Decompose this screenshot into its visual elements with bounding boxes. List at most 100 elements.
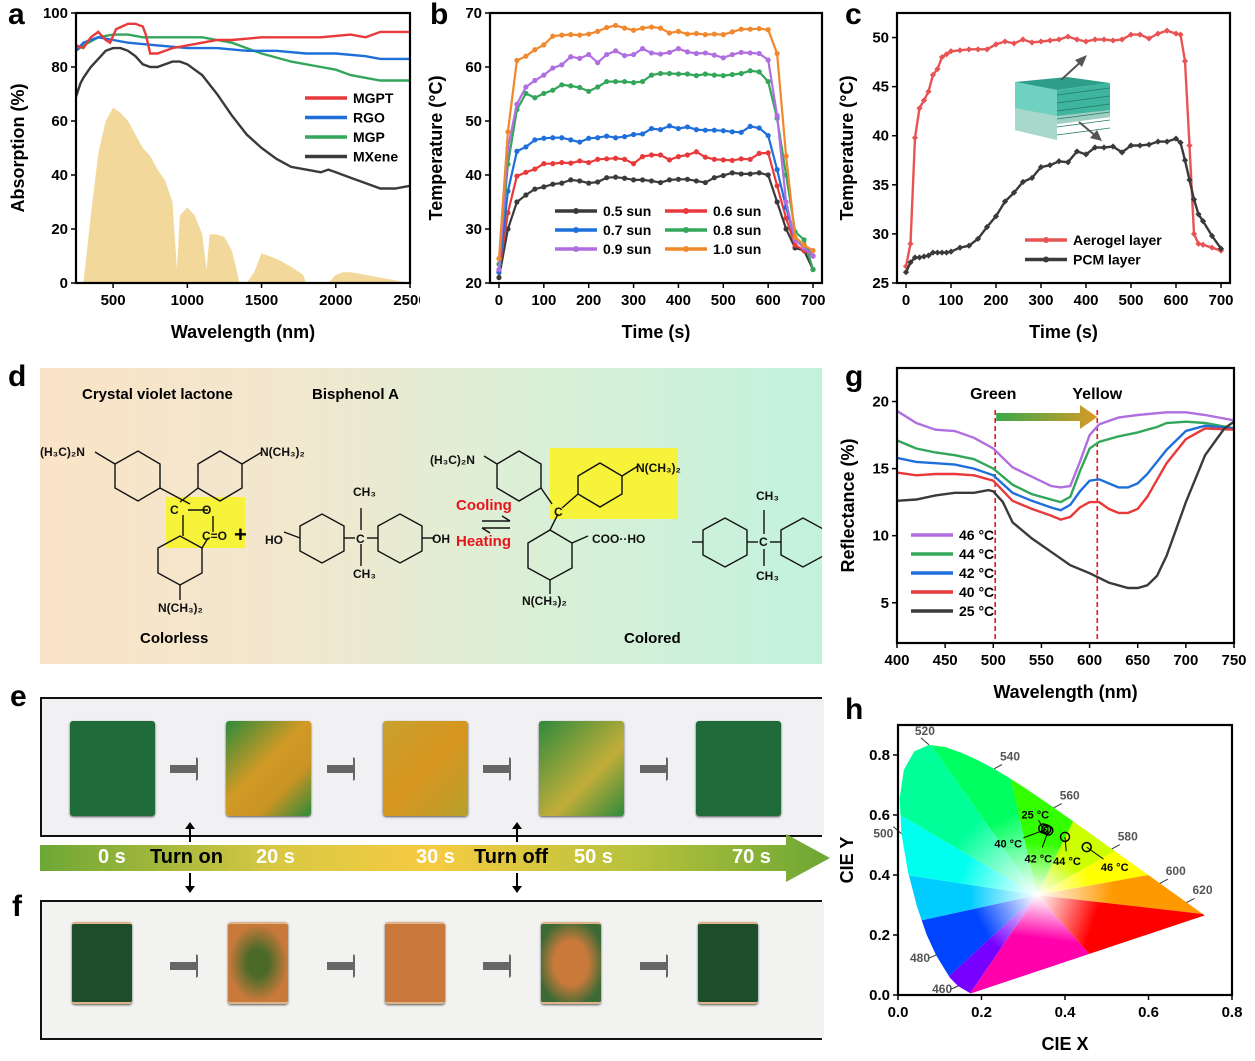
data-point [974, 46, 982, 53]
data-point [550, 135, 556, 141]
y-tick-label: 30 [465, 221, 482, 238]
data-point [774, 50, 780, 57]
sample-photo [198, 902, 369, 1038]
locus-tick [1053, 803, 1062, 809]
data-point [666, 30, 673, 36]
data-point [577, 32, 583, 38]
data-point [568, 160, 574, 166]
data-point [523, 169, 529, 175]
data-point [595, 179, 601, 185]
data-point [1145, 141, 1153, 148]
data-point [738, 129, 744, 135]
gamut-sector [928, 895, 1116, 994]
colorless-label: Colorless [140, 630, 209, 647]
data-point [693, 73, 699, 79]
data-point [541, 161, 547, 167]
data-point [523, 192, 529, 198]
data-point [559, 32, 565, 38]
data-point [774, 199, 780, 205]
data-point [675, 125, 682, 132]
data-point [738, 156, 744, 162]
data-point [693, 178, 699, 184]
data-point [1055, 36, 1063, 43]
svg-text:(H₃C)₂N: (H₃C)₂N [430, 453, 475, 467]
point-leader-line [1086, 846, 1104, 860]
locus-tick [1186, 897, 1195, 904]
x-tick-label: 500 [981, 652, 1006, 669]
x-axis-label: Wavelength (nm) [993, 682, 1137, 702]
x-tick-label: 300 [1028, 292, 1053, 309]
data-point [1001, 38, 1009, 45]
locus-tick [993, 764, 1003, 770]
data-point [568, 137, 574, 143]
locus-label: 620 [1192, 883, 1212, 897]
sample-square [697, 922, 758, 1004]
data-point [1163, 27, 1171, 34]
data-point [765, 172, 771, 178]
locus-label: 560 [1060, 788, 1080, 802]
data-point [1154, 138, 1162, 145]
y-tick-label: 5 [881, 595, 889, 612]
x-axis-label: Time (s) [622, 322, 691, 342]
data-point [577, 55, 583, 61]
sample-square [384, 922, 445, 1004]
cie-point [1040, 824, 1052, 835]
y-tick-label: 20 [51, 221, 68, 238]
data-point [621, 78, 628, 85]
data-point [675, 71, 682, 77]
data-point [684, 176, 691, 182]
data-point [774, 183, 780, 189]
data-point [756, 69, 762, 75]
data-point [550, 65, 556, 71]
inset-layer-structure [1015, 77, 1111, 140]
timeline-arrow [40, 834, 830, 882]
y-tick-label: 100 [43, 5, 68, 22]
plot-frame [895, 11, 1232, 285]
data-point [729, 170, 735, 176]
locus-label: 480 [910, 951, 930, 965]
svg-text:N(CH₃)₂: N(CH₃)₂ [158, 601, 203, 615]
data-point [765, 150, 771, 156]
data-point [756, 125, 762, 131]
data-point [613, 78, 619, 85]
data-point [684, 49, 691, 55]
legend-marker [573, 227, 579, 233]
series-mxene [76, 46, 410, 190]
data-point [675, 28, 682, 34]
data-point [693, 149, 699, 155]
data-point [711, 175, 717, 181]
data-point [621, 175, 628, 181]
data-point [586, 180, 592, 186]
gamut-sector [899, 862, 1038, 935]
sample-photo [42, 902, 213, 1038]
x-tick-label: 400 [666, 292, 691, 309]
y-tick-label: 80 [51, 59, 68, 76]
y-tick-label: 0.4 [869, 867, 891, 884]
cie-point [1059, 831, 1071, 843]
chart-h-cie: 520 540 560 580 600 620 500 480 460 25 °C 40 °C42 … [837, 724, 1242, 1054]
data-point [684, 31, 691, 37]
data-point [747, 26, 753, 32]
legend-label: 40 °C [959, 584, 994, 600]
x-tick-label: 450 [933, 652, 958, 669]
data-point [541, 135, 547, 141]
svg-text:C: C [759, 535, 768, 549]
sample-photo [198, 699, 369, 835]
chart-b-temperature: 0 100 200 300 400 500 600 700 20 30 40 50 60 70 Time (… [426, 5, 826, 342]
series-line [897, 409, 1234, 489]
gamut-sector [1037, 862, 1205, 926]
y-tick-label: 50 [465, 113, 482, 130]
locus-tick [927, 954, 937, 960]
data-point [1136, 142, 1144, 149]
data-point [505, 129, 511, 135]
y-tick-label: 0.6 [869, 807, 890, 824]
data-point [729, 29, 735, 35]
data-point [648, 72, 655, 78]
legend-label: 0.7 sun [603, 222, 651, 238]
crystal-violet-lactone-label: Crystal violet lactone [82, 386, 233, 403]
legend-label: MXene [353, 149, 398, 165]
data-point [810, 253, 816, 259]
x-tick-label: 100 [938, 292, 963, 309]
data-point [586, 51, 592, 58]
